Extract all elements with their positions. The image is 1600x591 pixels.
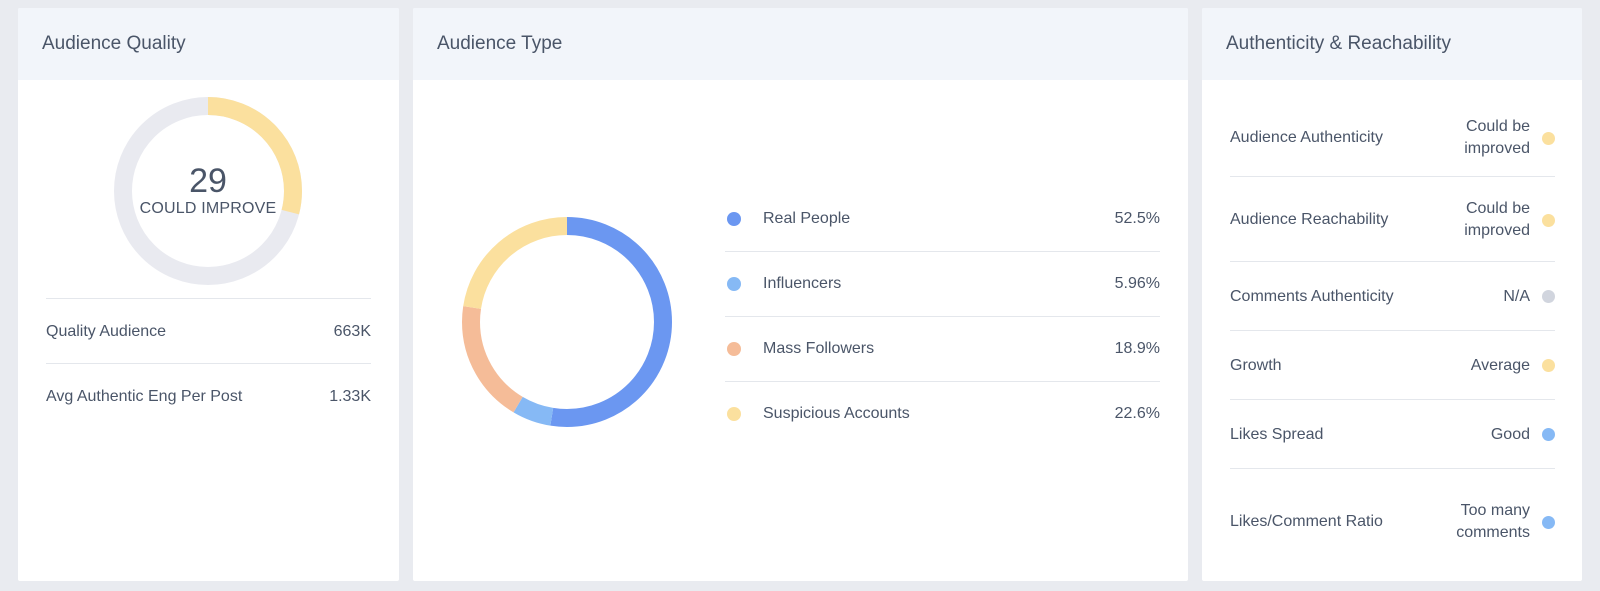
legend-row-influencers: Influencers 5.96%	[725, 251, 1160, 317]
authenticity-title: Authenticity & Reachability	[1226, 33, 1451, 54]
status-dot-icon	[1542, 359, 1555, 372]
real-people-dot-icon	[727, 211, 741, 226]
auth-status-group: Good	[1491, 424, 1555, 446]
auth-status: Could be improved	[1464, 116, 1530, 160]
influencers-dot-icon	[727, 276, 741, 291]
auth-status-line: Could be	[1465, 118, 1530, 135]
quality-gauge-svg	[114, 97, 302, 285]
status-dot-icon	[1542, 515, 1555, 529]
legend-row-suspicious-accounts: Suspicious Accounts 22.6%	[725, 381, 1160, 447]
auth-label: Audience Reachability	[1230, 211, 1389, 228]
legend-row-mass-followers: Mass Followers 18.9%	[725, 316, 1160, 382]
auth-status: Too many comments	[1456, 500, 1530, 544]
auth-status-group: Could be improved	[1464, 116, 1555, 160]
auth-label: Likes Spread	[1230, 425, 1324, 443]
stat-value: 1.33K	[329, 387, 371, 405]
stat-value: 663K	[333, 322, 371, 340]
auth-status-line: Good	[1490, 425, 1530, 443]
stat-label: Quality Audience	[46, 322, 167, 340]
stat-row-avg-authentic-eng: Avg Authentic Eng Per Post 1.33K	[46, 363, 371, 429]
auth-status-line: N/A	[1503, 287, 1530, 305]
auth-status: Average	[1471, 355, 1530, 377]
auth-status: Good	[1491, 424, 1530, 446]
authenticity-reachability-card: Authenticity & Reachability Audience Aut…	[1202, 8, 1582, 581]
audience-quality-card: Audience Quality 29 COULD IMPROVE Qualit…	[18, 8, 399, 581]
auth-status-line: Average	[1470, 356, 1530, 374]
auth-row-audience-reachability: Audience Reachability Could be improved	[1230, 179, 1555, 262]
suspicious-accounts-dot-icon	[727, 407, 741, 421]
auth-status-line: improved	[1464, 222, 1530, 239]
audience-type-header: Audience Type	[413, 8, 1188, 80]
auth-label: Audience Authenticity	[1230, 129, 1383, 146]
legend-label: Suspicious Accounts	[763, 405, 910, 422]
audience-type-card: Audience Type Real People 52.5% Influenc…	[413, 8, 1188, 581]
auth-status: N/A	[1503, 286, 1530, 308]
legend-label: Mass Followers	[763, 339, 875, 357]
status-dot-icon	[1542, 290, 1555, 303]
quality-score-value: 29	[189, 162, 227, 200]
status-dot-icon	[1542, 428, 1555, 441]
audience-type-donut-svg	[462, 217, 672, 427]
legend-value: 18.9%	[1114, 339, 1160, 357]
legend-value: 22.6%	[1114, 405, 1160, 422]
auth-status-group: Could be improved	[1464, 198, 1555, 242]
legend-value: 5.96%	[1114, 274, 1160, 292]
audience-type-donut	[461, 216, 673, 428]
auth-status-line: Could be	[1465, 200, 1530, 217]
status-dot-icon	[1542, 213, 1555, 227]
auth-status-line: comments	[1456, 524, 1530, 541]
legend-value: 52.5%	[1114, 209, 1160, 227]
mass-followers-dot-icon	[727, 341, 741, 356]
gauge-center: 29 COULD IMPROVE	[113, 96, 303, 286]
auth-status-line: Too many	[1460, 502, 1530, 519]
legend-label: Real People	[763, 209, 851, 227]
auth-status-group: Too many comments	[1456, 500, 1555, 544]
auth-row-likes-spread: Likes Spread Good	[1230, 401, 1555, 469]
auth-row-comments-authenticity: Comments Authenticity N/A	[1230, 263, 1555, 331]
legend-row-real-people: Real People 52.5%	[725, 186, 1160, 252]
auth-label: Comments Authenticity	[1230, 287, 1394, 305]
auth-row-likes-comment-ratio: Likes/Comment Ratio Too many comments	[1230, 470, 1555, 574]
donut-segment-mass-followers	[462, 217, 672, 427]
audience-quality-header: Audience Quality	[18, 8, 399, 80]
auth-label: Likes/Comment Ratio	[1230, 513, 1383, 530]
quality-score-label: COULD IMPROVE	[139, 200, 277, 217]
quality-score-gauge: 29 COULD IMPROVE	[113, 96, 303, 286]
auth-row-growth: Growth Average	[1230, 332, 1555, 400]
stat-label: Avg Authentic Eng Per Post	[46, 387, 243, 405]
auth-status-group: Average	[1471, 355, 1555, 377]
auth-status-line: improved	[1464, 140, 1530, 157]
audience-quality-title: Audience Quality	[42, 33, 186, 54]
auth-status: Could be improved	[1464, 198, 1530, 242]
auth-status-group: N/A	[1503, 286, 1555, 308]
audience-type-title: Audience Type	[437, 33, 563, 54]
quality-gauge-arc	[114, 97, 302, 285]
authenticity-header: Authenticity & Reachability	[1202, 8, 1582, 80]
stat-row-quality-audience: Quality Audience 663K	[46, 298, 371, 364]
auth-label: Growth	[1230, 356, 1282, 374]
status-dot-icon	[1542, 131, 1555, 145]
donut-segment-suspicious-accounts	[462, 217, 672, 427]
auth-row-audience-authenticity: Audience Authenticity Could be improved	[1230, 100, 1555, 177]
legend-label: Influencers	[763, 274, 842, 292]
